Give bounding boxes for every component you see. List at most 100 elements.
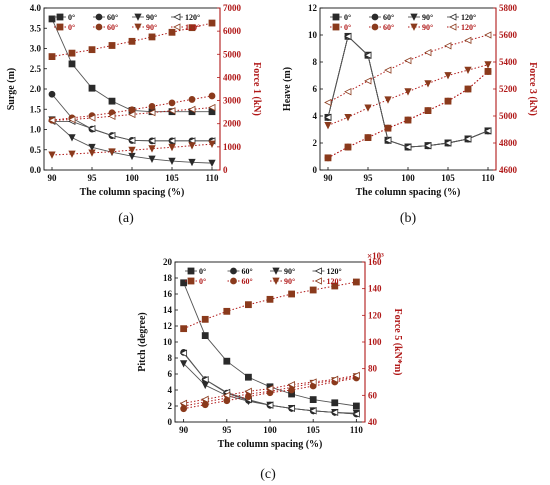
left-series-point — [179, 360, 188, 368]
y-tick-label: 2 — [168, 401, 173, 411]
legend-entry: 60° — [242, 277, 253, 286]
y-tick-label: 3.5 — [30, 23, 42, 33]
legend-entry: 90° — [422, 23, 433, 32]
right-series-point — [331, 282, 339, 290]
right-series-point — [484, 61, 492, 69]
right-series-point — [208, 140, 216, 148]
y2-tick-label: 5200 — [499, 84, 518, 94]
y-tick-label: 8 — [168, 353, 173, 363]
x-tick-label: 90 — [324, 173, 334, 183]
right-series-point — [324, 154, 332, 162]
y2-tick-label: 4800 — [499, 138, 518, 148]
right-series-point — [484, 68, 492, 75]
left-series-point — [48, 90, 56, 98]
right-series-point — [287, 381, 295, 389]
legend-entry: 90° — [146, 23, 157, 32]
x-tick-label: 95 — [364, 173, 374, 183]
right-series-point — [188, 96, 196, 103]
y-tick-label: 6 — [168, 369, 173, 379]
chart-panel-a: 90 95 100 105 110 0.0 0.5 1.0 1.5 2.0 2.5 3.0 3.5 4.0… — [6, 3, 262, 226]
y-axis-label: Heave (m) — [282, 67, 293, 111]
right-series-point — [266, 295, 274, 303]
right-series-point — [48, 151, 56, 159]
legend-marker — [449, 23, 457, 31]
y-tick-label: 14 — [163, 305, 173, 315]
legend-marker — [134, 23, 142, 31]
y2-tick-label: 120 — [368, 310, 382, 320]
right-series-point — [188, 105, 196, 114]
y2-tick-label: 5000 — [223, 49, 242, 59]
x-tick-label: 90 — [48, 173, 58, 183]
legend-marker — [187, 277, 195, 285]
y2-axis-label: Force 5 (kN*m) — [392, 308, 403, 375]
y2-tick-label: 60 — [368, 390, 378, 400]
y2-tick-label: 5800 — [499, 3, 518, 13]
legend-marker — [173, 13, 181, 21]
right-series-point — [344, 113, 352, 122]
y-tick-label: 0 — [168, 417, 173, 427]
left-series-point — [68, 60, 76, 68]
right-series-point — [208, 19, 216, 27]
right-series-point — [404, 116, 412, 124]
right-series-point — [48, 116, 56, 124]
legend-entry: 120° — [185, 13, 200, 22]
y-tick-label: 8 — [313, 57, 318, 67]
panel-label: (b) — [400, 211, 417, 226]
y-tick-label: 2.5 — [30, 64, 42, 74]
right-series-point — [168, 143, 176, 152]
legend-entry: 90° — [146, 13, 157, 22]
left-series-point — [484, 127, 492, 135]
legend-entry: 120° — [327, 277, 342, 286]
right-series-point — [464, 66, 472, 74]
legend-marker — [95, 23, 103, 31]
y-tick-label: 1.0 — [30, 125, 42, 135]
x-axis-label: The column spacing (%) — [218, 439, 323, 450]
right-series-point — [68, 49, 76, 57]
y2-tick-label: 40 — [368, 417, 378, 427]
x-tick-label: 100 — [263, 425, 277, 435]
y-tick-label: 2.0 — [30, 84, 42, 94]
panel-label: (c) — [260, 467, 276, 482]
legend-entry: 120° — [327, 267, 342, 276]
right-series-point — [444, 42, 452, 50]
left-series-point — [245, 373, 252, 381]
x-tick-label: 95 — [88, 173, 98, 183]
right-series-point — [344, 88, 352, 96]
y-tick-label: 0.0 — [30, 165, 42, 175]
legend-marker — [56, 23, 64, 31]
right-series-point — [288, 290, 295, 298]
right-series-point — [424, 48, 432, 57]
left-series-point — [180, 279, 188, 287]
legend-entry: 60° — [107, 13, 118, 22]
legend-marker — [173, 23, 181, 31]
left-series-point — [384, 136, 392, 144]
legend-entry: 90° — [284, 267, 295, 276]
right-series-point — [108, 148, 116, 156]
right-series-point — [128, 146, 136, 154]
right-series-point — [384, 96, 392, 104]
left-series-point — [364, 51, 372, 59]
legend-marker — [314, 277, 322, 285]
legend-entry: 60° — [242, 267, 253, 276]
legend-marker — [314, 267, 322, 275]
left-series-point — [148, 137, 156, 145]
y-tick-label: 18 — [163, 273, 173, 283]
right-series-point — [208, 92, 216, 100]
y2-tick-label: 5000 — [499, 111, 518, 121]
y2-axis-label: Force 3 (kN) — [527, 62, 538, 116]
legend-entry: 0° — [199, 277, 206, 286]
y-tick-label: 0 — [313, 165, 318, 175]
x-tick-label: 110 — [481, 173, 495, 183]
legend-marker — [230, 267, 237, 275]
right-series-point — [148, 108, 156, 117]
left-series-point — [188, 158, 196, 167]
legend-marker — [95, 13, 103, 21]
left-series-point — [344, 32, 352, 40]
y-axis-label: Surge (m) — [6, 68, 17, 111]
right-series-point — [148, 145, 156, 153]
y-axis-label: Pitch (degree) — [137, 312, 148, 372]
legend-entry: 60° — [383, 13, 394, 22]
left-series-point — [168, 137, 176, 145]
legend-entry: 0° — [68, 13, 75, 22]
